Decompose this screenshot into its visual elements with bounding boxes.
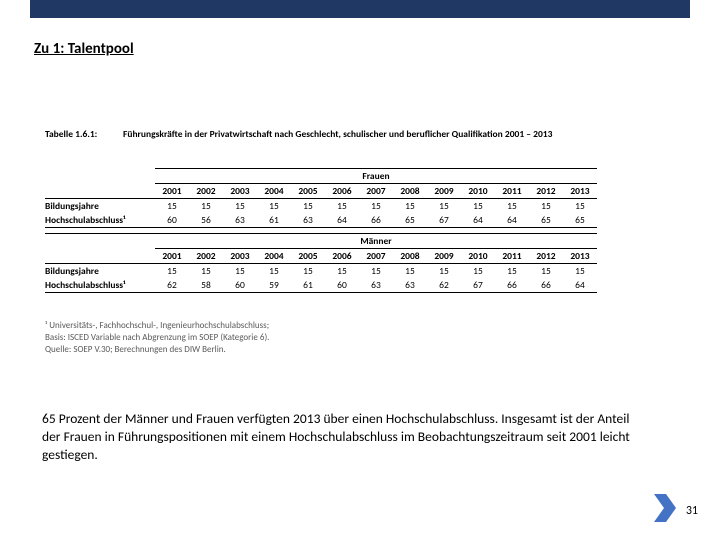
data-cell: 15 (257, 264, 291, 279)
data-cell: 15 (291, 264, 325, 279)
year-header: 2003 (223, 249, 257, 264)
data-cell: 15 (529, 264, 563, 279)
data-cell: 60 (325, 278, 359, 293)
section-header: Männer (155, 234, 597, 249)
data-cell: 61 (257, 213, 291, 228)
table-number: Tabelle 1.6.1: (45, 128, 123, 140)
data-cell: 15 (427, 199, 461, 214)
year-header: 2011 (495, 184, 529, 199)
row-label: Bildungsjahre (45, 264, 155, 279)
data-cell: 15 (461, 199, 495, 214)
footnotes: ¹ Universitäts-, Fachhochschul-, Ingenie… (45, 320, 269, 356)
year-header: 2004 (257, 184, 291, 199)
table-caption: Tabelle 1.6.1: Führungskräfte in der Pri… (45, 128, 552, 152)
data-cell: 65 (563, 213, 597, 228)
footnote-line: Basis: ISCED Variable nach Abgrenzung im… (45, 332, 269, 344)
data-cell: 15 (155, 264, 189, 279)
year-header: 2004 (257, 249, 291, 264)
data-cell: 15 (563, 264, 597, 279)
data-cell: 60 (155, 213, 189, 228)
top-accent-bar (30, 0, 690, 18)
footnote-line: ¹ Universitäts-, Fachhochschul-, Ingenie… (45, 320, 269, 332)
data-cell: 15 (359, 199, 393, 214)
row-label: Hochschulabschluss¹ (45, 213, 155, 228)
slide-title: Zu 1: Talentpool (34, 40, 134, 58)
data-cell: 66 (495, 278, 529, 293)
data-cell: 15 (257, 199, 291, 214)
data-cell: 64 (563, 278, 597, 293)
data-cell: 15 (495, 264, 529, 279)
table-title: Führungskräfte in der Privatwirtschaft n… (123, 128, 552, 140)
data-cell: 15 (427, 264, 461, 279)
data-cell: 63 (291, 213, 325, 228)
year-header: 2002 (189, 249, 223, 264)
data-cell: 15 (223, 264, 257, 279)
data-cell: 15 (291, 199, 325, 214)
page-number: 31 (686, 504, 698, 518)
year-header: 2012 (529, 249, 563, 264)
data-cell: 67 (427, 213, 461, 228)
data-cell: 15 (529, 199, 563, 214)
data-cell: 60 (223, 278, 257, 293)
body-paragraph: 65 Prozent der Männer und Frauen verfügt… (42, 410, 642, 465)
data-cell: 63 (223, 213, 257, 228)
year-header: 2007 (359, 249, 393, 264)
data-cell: 66 (359, 213, 393, 228)
year-header: 2009 (427, 184, 461, 199)
data-cell: 15 (461, 264, 495, 279)
year-header: 2013 (563, 249, 597, 264)
year-header: 2009 (427, 249, 461, 264)
data-cell: 64 (325, 213, 359, 228)
data-cell: 67 (461, 278, 495, 293)
data-cell: 62 (427, 278, 461, 293)
year-header: 2008 (393, 184, 427, 199)
data-cell: 65 (529, 213, 563, 228)
data-cell: 56 (189, 213, 223, 228)
data-cell: 15 (495, 199, 529, 214)
data-cell: 15 (393, 264, 427, 279)
footnote-line: Quelle: SOEP V.30; Berechnungen des DIW … (45, 344, 269, 356)
data-cell: 15 (325, 199, 359, 214)
data-cell: 15 (325, 264, 359, 279)
data-cell: 59 (257, 278, 291, 293)
year-header: 2002 (189, 184, 223, 199)
year-header: 2012 (529, 184, 563, 199)
data-cell: 58 (189, 278, 223, 293)
data-table: Frauen2001200220032004200520062007200820… (45, 168, 597, 293)
section-header: Frauen (155, 169, 597, 184)
corner-chevron-icon (654, 494, 676, 522)
data-cell: 15 (393, 199, 427, 214)
data-cell: 15 (223, 199, 257, 214)
year-header: 2001 (155, 249, 189, 264)
data-cell: 66 (529, 278, 563, 293)
year-header: 2006 (325, 184, 359, 199)
data-cell: 63 (393, 278, 427, 293)
year-header: 2005 (291, 184, 325, 199)
data-cell: 15 (189, 199, 223, 214)
year-header: 2001 (155, 184, 189, 199)
year-header: 2013 (563, 184, 597, 199)
row-label: Bildungsjahre (45, 199, 155, 214)
year-header: 2010 (461, 184, 495, 199)
data-cell: 64 (495, 213, 529, 228)
data-cell: 61 (291, 278, 325, 293)
year-header: 2003 (223, 184, 257, 199)
data-cell: 62 (155, 278, 189, 293)
year-header: 2006 (325, 249, 359, 264)
data-cell: 65 (393, 213, 427, 228)
row-label: Hochschulabschluss¹ (45, 278, 155, 293)
data-cell: 15 (155, 199, 189, 214)
data-cell: 64 (461, 213, 495, 228)
data-table-wrap: Frauen2001200220032004200520062007200820… (45, 168, 597, 293)
data-cell: 63 (359, 278, 393, 293)
year-header: 2008 (393, 249, 427, 264)
data-cell: 15 (359, 264, 393, 279)
year-header: 2011 (495, 249, 529, 264)
year-header: 2007 (359, 184, 393, 199)
data-cell: 15 (189, 264, 223, 279)
year-header: 2005 (291, 249, 325, 264)
year-header: 2010 (461, 249, 495, 264)
data-cell: 15 (563, 199, 597, 214)
